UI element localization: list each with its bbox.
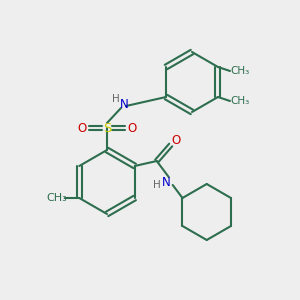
Text: CH₃: CH₃ [230, 96, 250, 106]
Text: H: H [153, 180, 160, 190]
Text: O: O [171, 134, 180, 146]
Text: CH₃: CH₃ [46, 193, 67, 203]
Text: N: N [162, 176, 171, 188]
Text: N: N [120, 98, 128, 110]
Text: S: S [103, 122, 111, 134]
Text: CH₃: CH₃ [230, 66, 250, 76]
Text: O: O [77, 122, 87, 134]
Text: O: O [128, 122, 136, 134]
Text: H: H [112, 94, 120, 104]
